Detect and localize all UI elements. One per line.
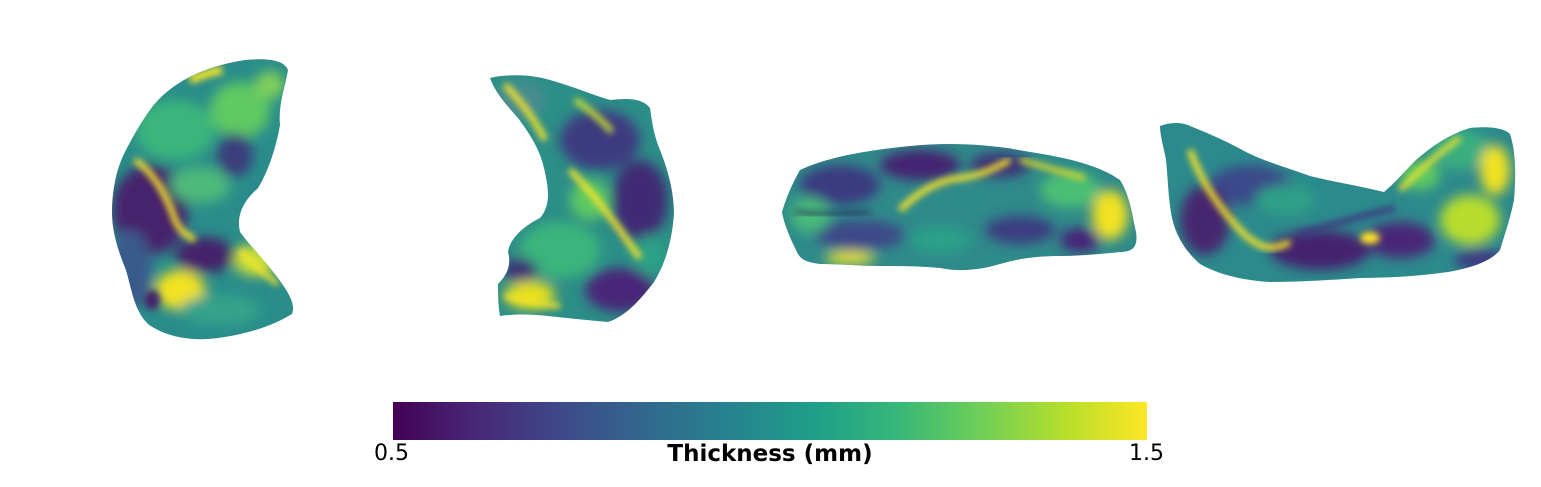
colorbar-title: Thickness (mm) [667,441,873,467]
surface-view-4 [1160,123,1516,282]
colorbar-max-label: 1.5 [1129,441,1164,466]
colorbar-min-label: 0.5 [374,441,409,466]
surface-view-2 [490,75,674,322]
surface-view-3 [782,144,1137,271]
colorbar [393,402,1147,440]
surface-view-1 [112,59,294,340]
surface-views [112,59,1516,340]
colorbar-gradient [393,402,1147,440]
